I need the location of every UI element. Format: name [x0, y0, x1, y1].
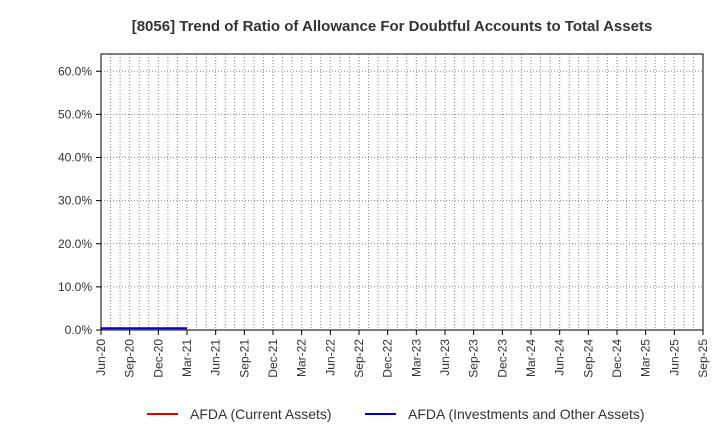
y-tick-label: 20.0% — [58, 237, 92, 251]
legend-label-current: AFDA (Current Assets) — [190, 406, 332, 422]
x-tick-label: Mar-21 — [180, 339, 194, 377]
chart-title: [8056] Trend of Ratio of Allowance For D… — [132, 18, 653, 35]
x-tick-label: Sep-24 — [581, 339, 595, 378]
x-tick-label: Sep-20 — [123, 339, 137, 378]
x-tick-label: Dec-20 — [151, 339, 165, 378]
x-tick-label: Mar-25 — [639, 339, 653, 377]
legend-label-investments: AFDA (Investments and Other Assets) — [408, 406, 645, 422]
x-tick-label: Dec-23 — [495, 339, 509, 378]
legend: AFDA (Current Assets) AFDA (Investments … — [147, 406, 645, 422]
x-tick-label: Jun-21 — [209, 339, 223, 376]
y-tick-label: 10.0% — [58, 280, 92, 294]
x-tick-label: Dec-22 — [381, 339, 395, 378]
x-tick-label: Dec-24 — [610, 339, 624, 378]
x-tick-label: Jun-24 — [553, 339, 567, 376]
grid — [101, 54, 703, 330]
x-tick-label: Sep-23 — [467, 339, 481, 378]
x-tick-label: Jun-20 — [94, 339, 108, 376]
x-tick-label: Sep-21 — [237, 339, 251, 378]
y-tick-label: 40.0% — [58, 151, 92, 165]
x-tick-label: Jun-23 — [438, 339, 452, 376]
y-tick-label: 0.0% — [65, 323, 93, 337]
y-tick-label: 30.0% — [58, 194, 92, 208]
x-axis: Jun-20 Sep-20 Dec-20 Mar-21 Jun-21 Sep-21 Dec-… — [94, 330, 710, 378]
x-tick-label: Dec-21 — [266, 339, 280, 378]
x-tick-label: Mar-23 — [409, 339, 423, 377]
x-tick-label: Mar-22 — [295, 339, 309, 377]
y-tick-label: 60.0% — [58, 64, 92, 78]
x-tick-label: Jun-22 — [323, 339, 337, 376]
x-tick-label: Sep-22 — [352, 339, 366, 378]
x-tick-label: Mar-24 — [524, 339, 538, 377]
y-axis: 0.0% 10.0% 20.0% 30.0% 40.0% 50.0% 60.0% — [58, 64, 101, 337]
x-tick-label: Jun-25 — [667, 339, 681, 376]
y-tick-label: 50.0% — [58, 107, 92, 121]
x-tick-label: Sep-25 — [696, 339, 710, 378]
plot-area — [100, 53, 704, 331]
